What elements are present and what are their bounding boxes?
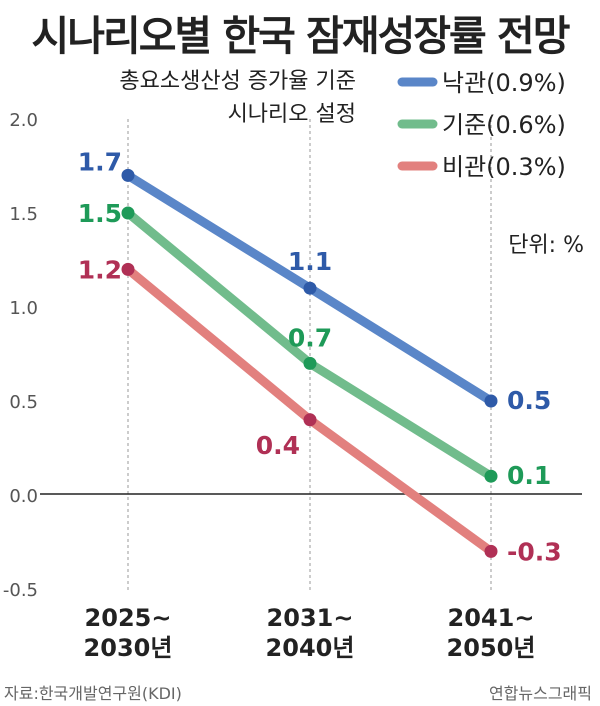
note-line: 총요소생산성 증가율 기준 — [119, 69, 356, 94]
data-label: 1.1 — [288, 247, 332, 276]
grid-lines — [127, 119, 492, 592]
y-tick-label: 0.0 — [9, 486, 38, 507]
note-line: 시나리오 설정 — [228, 102, 356, 127]
x-tick-label: 2030년 — [84, 634, 173, 662]
data-label: 1.5 — [78, 199, 122, 228]
y-tick-label: 1.0 — [9, 298, 38, 319]
data-label: -0.3 — [507, 537, 562, 566]
data-point — [484, 544, 498, 558]
y-tick-label: 2.0 — [9, 110, 38, 131]
data-label: 0.4 — [256, 431, 300, 460]
x-tick-label: 2040년 — [266, 634, 355, 662]
legend: 낙관(0.9%) 기준(0.6%) 비관(0.3%) — [397, 69, 566, 181]
data-point — [121, 262, 135, 276]
data-point — [303, 413, 317, 427]
data-label: 0.1 — [507, 461, 551, 490]
data-label: 0.7 — [288, 323, 332, 352]
legend-label: 비관(0.3%) — [442, 153, 566, 181]
unit-label: 단위: % — [508, 233, 584, 258]
data-label: 0.5 — [507, 386, 551, 415]
y-tick-label: 0.5 — [9, 392, 38, 413]
credit-label: 연합뉴스그래픽 — [488, 684, 592, 703]
y-tick-label: 1.5 — [9, 204, 38, 225]
x-tick-label: 2031~ — [267, 604, 354, 632]
x-tick-labels: 2025~2030년 2031~2040년 2041~2050년 — [84, 604, 536, 662]
data-label: 1.7 — [78, 147, 122, 176]
x-tick-label: 2050년 — [447, 634, 536, 662]
data-point — [121, 168, 135, 182]
data-point — [484, 469, 498, 483]
legend-label: 기준(0.6%) — [442, 111, 566, 139]
legend-label: 낙관(0.9%) — [442, 69, 566, 97]
series-points — [121, 168, 498, 558]
data-point — [303, 281, 317, 295]
y-tick-label: -0.5 — [3, 580, 38, 601]
y-tick-labels: 2.0 1.5 1.0 0.5 0.0 -0.5 — [3, 110, 38, 601]
x-tick-label: 2025~ — [85, 604, 172, 632]
data-labels: 1.7 1.1 0.5 1.5 0.7 0.1 1.2 0.4 -0.3 — [78, 147, 562, 566]
data-point — [121, 206, 135, 220]
chart-title: 시나리오별 한국 잠재성장률 전망 — [31, 12, 571, 60]
data-point — [303, 356, 317, 370]
source-label: 자료:한국개발연구원(KDI) — [4, 684, 182, 703]
data-point — [484, 394, 498, 408]
data-label: 1.2 — [78, 255, 122, 284]
x-tick-label: 2041~ — [448, 604, 535, 632]
